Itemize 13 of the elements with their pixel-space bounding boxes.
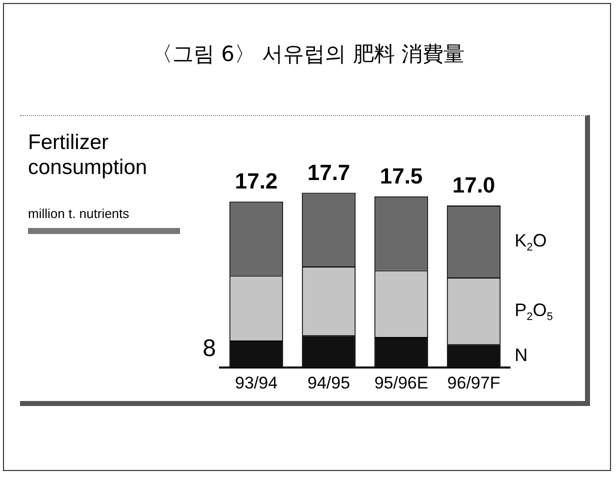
x-tick-label: 96/97F [447,373,500,392]
x-tick-label: 93/94 [234,373,278,392]
x-tick-label: 94/95 [307,373,350,392]
annotation: 17.0 [452,172,496,198]
x-tick-label: 95/96E [374,373,428,392]
series-label: N [514,344,528,365]
annotation: 17.5 [380,163,423,188]
chart-title: 〈그림 6〉 서유럽의 肥料 消費量 [150,41,466,68]
text: 8 [202,335,216,362]
annotation: 17.7 [307,160,350,185]
chart-subtitle: Fertilizer consumption [28,130,148,180]
text: million t. nutrients [28,206,130,221]
annotation: 17.2 [234,168,278,194]
